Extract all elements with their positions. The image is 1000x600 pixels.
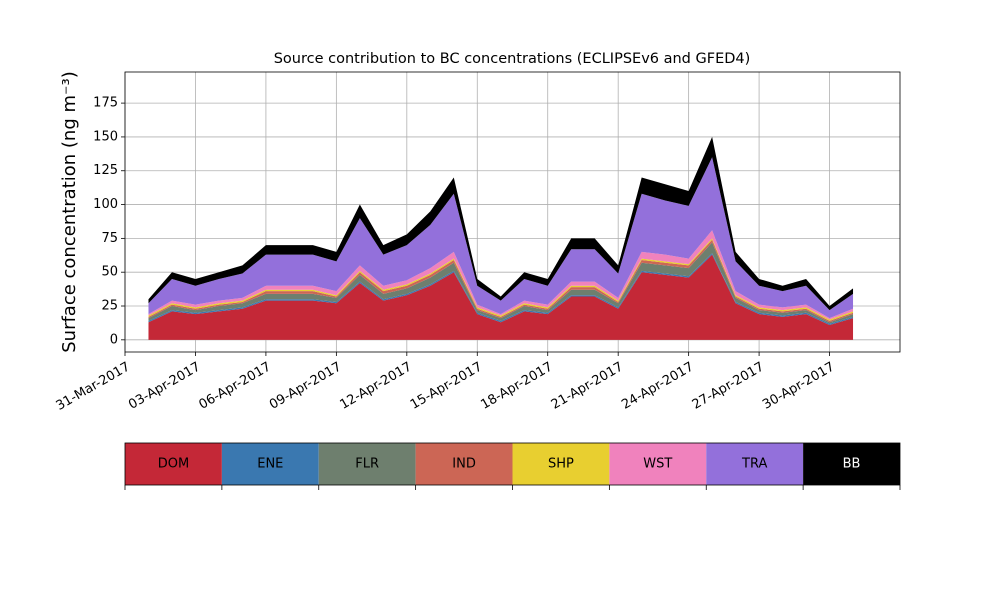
legend-swatch <box>609 443 707 485</box>
legend-label: FLR <box>355 457 379 472</box>
x-tick-label: 30-Apr-2017 <box>760 360 837 413</box>
x-tick-label: 21-Apr-2017 <box>549 360 626 413</box>
x-tick-label: 09-Apr-2017 <box>267 360 344 413</box>
y-tick-label: 175 <box>93 96 118 111</box>
legend-swatch <box>803 443 900 485</box>
legend-swatch <box>415 443 513 485</box>
x-tick-label: 27-Apr-2017 <box>690 360 767 413</box>
x-tick-label: 06-Apr-2017 <box>197 360 274 413</box>
y-tick-label: 150 <box>93 129 118 144</box>
legend-swatch <box>221 443 319 485</box>
legend-label: BB <box>843 457 861 472</box>
chart-title: Source contribution to BC concentrations… <box>274 51 751 67</box>
y-tick-label: 125 <box>93 163 118 178</box>
legend-swatch <box>125 443 222 485</box>
x-tick-label: 15-Apr-2017 <box>408 360 485 413</box>
area <box>148 157 854 319</box>
legend-label: TRA <box>741 457 767 472</box>
plot-frame <box>124 71 901 353</box>
legend-swatch <box>706 443 804 485</box>
legend-label: SHP <box>548 457 574 472</box>
x-tick-label: 03-Apr-2017 <box>126 360 203 413</box>
x-tick-label: 18-Apr-2017 <box>478 360 555 413</box>
y-axis-label: Surface concentration (ng m⁻³) <box>59 71 80 353</box>
y-tick-label: 50 <box>101 265 118 280</box>
x-tick-label: 12-Apr-2017 <box>337 360 414 413</box>
x-tick-label: 31-Mar-2017 <box>54 360 133 414</box>
legend-label: ENE <box>257 457 283 472</box>
legend-label: DOM <box>158 457 189 472</box>
y-tick-label: 75 <box>101 231 118 246</box>
y-tick-label: 0 <box>110 332 118 347</box>
x-tick-label: 24-Apr-2017 <box>619 360 696 413</box>
legend-swatch <box>512 443 610 485</box>
area <box>148 242 854 324</box>
y-tick-label: 25 <box>101 299 118 314</box>
legend-label: IND <box>452 457 476 472</box>
legend-label: WST <box>643 457 672 472</box>
legend-frame <box>124 442 901 486</box>
area <box>148 254 854 340</box>
legend-swatch <box>318 443 416 485</box>
y-tick-label: 100 <box>93 197 118 212</box>
